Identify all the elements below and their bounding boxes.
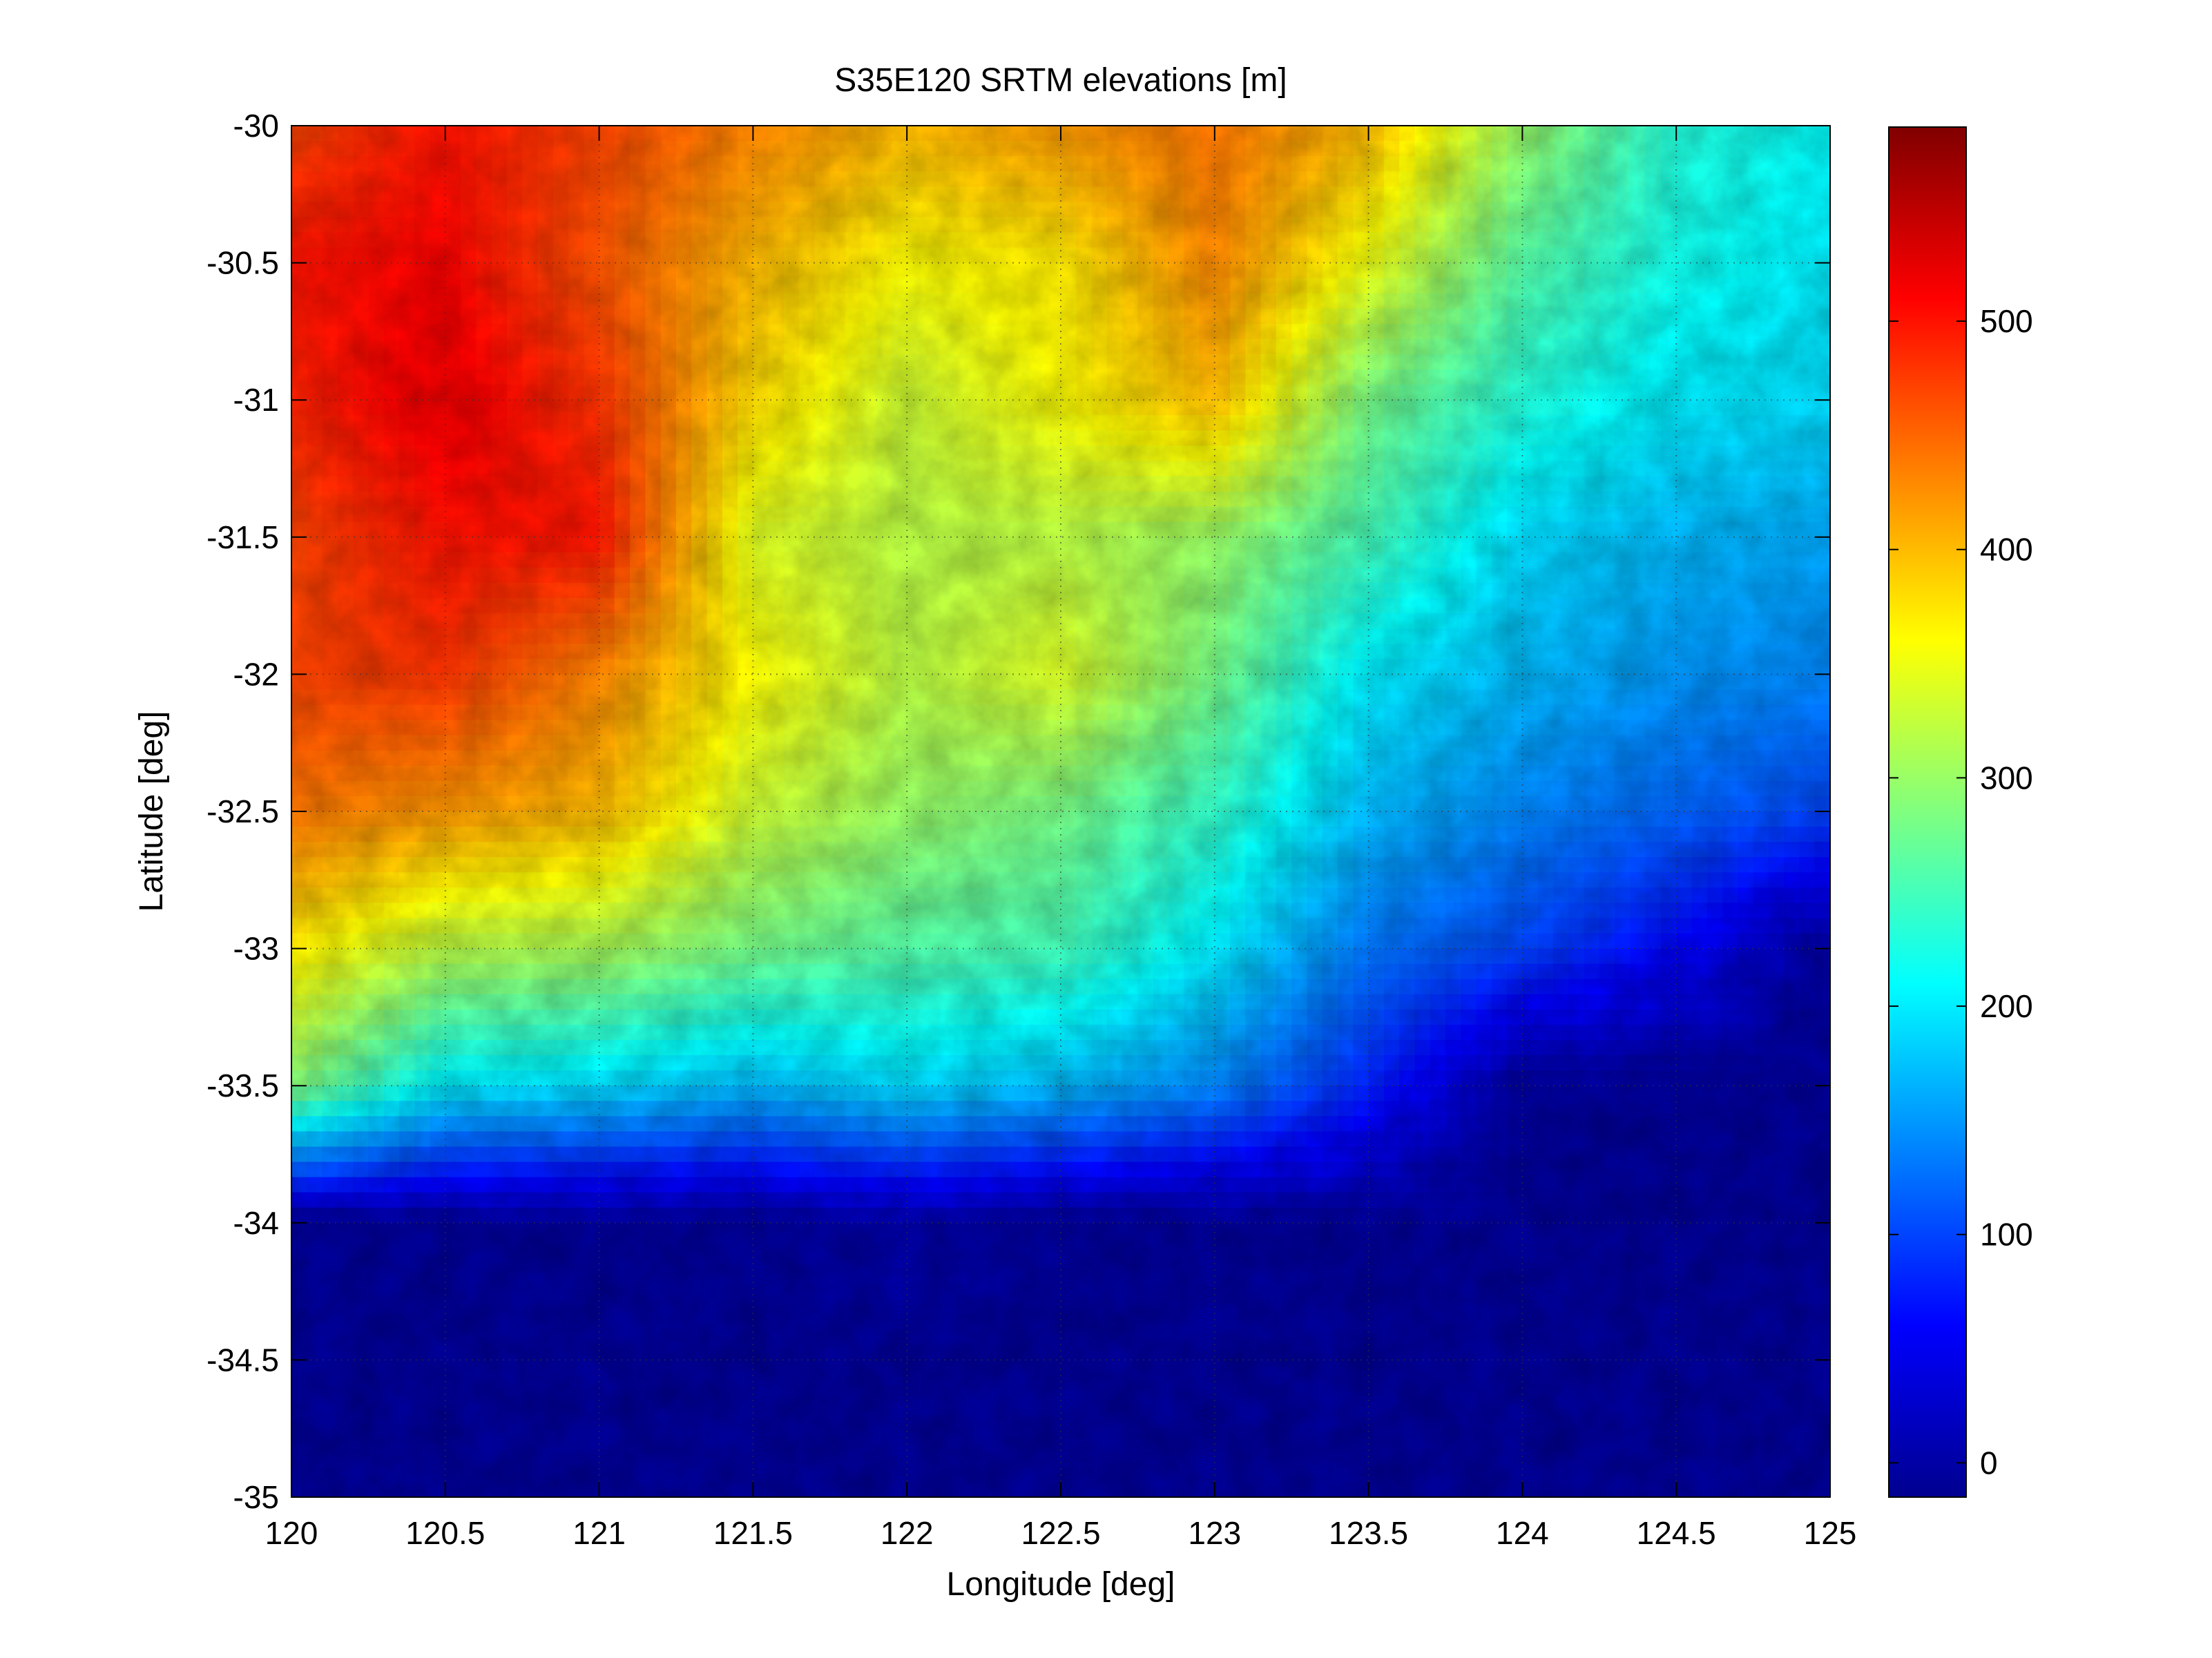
chart-title: S35E120 SRTM elevations [m]: [834, 62, 1287, 99]
plot-area: [291, 126, 1830, 1497]
